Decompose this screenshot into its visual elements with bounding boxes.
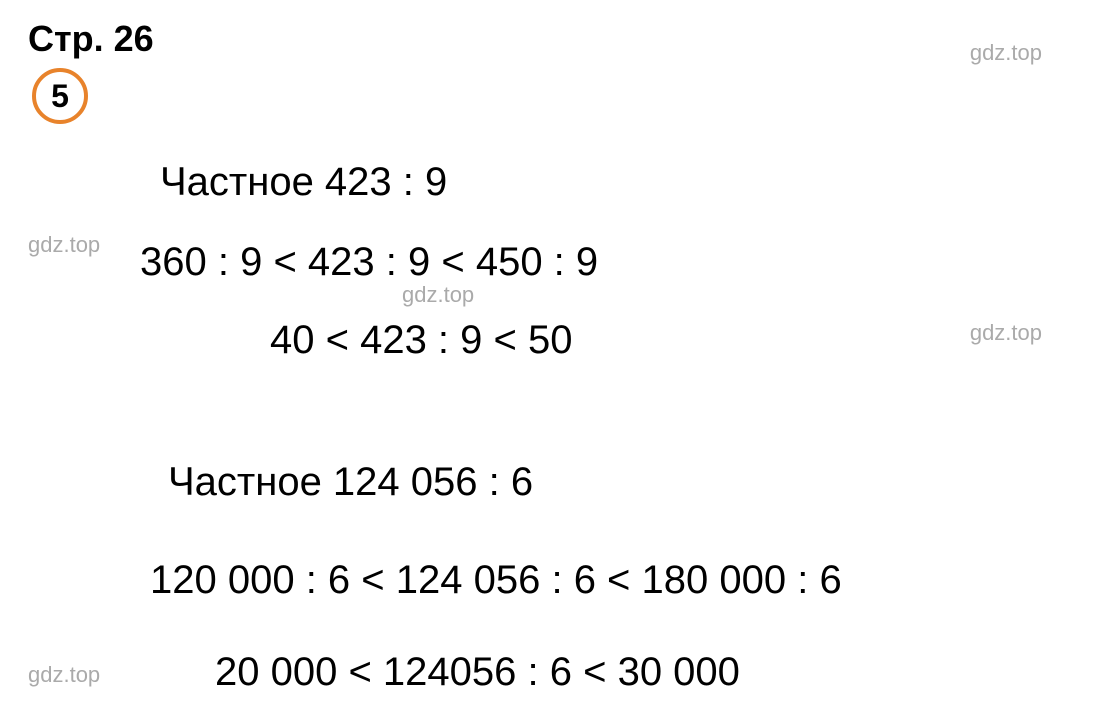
section2-inequality1: 120 000 : 6 < 124 056 : 6 < 180 000 : 6 [150, 558, 842, 603]
watermark-right: gdz.top [970, 320, 1042, 346]
page-header: Стр. 26 [28, 18, 154, 60]
section1-title: Частное 423 : 9 [160, 160, 447, 205]
section1-inequality1: 360 : 9 < 423 : 9 < 450 : 9 [140, 240, 598, 285]
watermark-bottom-left: gdz.top [28, 662, 100, 688]
section2-title: Частное 124 056 : 6 [168, 460, 533, 505]
section1-inequality2: 40 < 423 : 9 < 50 [270, 318, 572, 363]
watermark-center: gdz.top [402, 282, 474, 308]
problem-number-text: 5 [51, 78, 69, 115]
problem-number-circle: 5 [32, 68, 88, 124]
watermark-left-1: gdz.top [28, 232, 100, 258]
section2-inequality2: 20 000 < 124056 : 6 < 30 000 [215, 650, 740, 695]
watermark-top-right: gdz.top [970, 40, 1042, 66]
